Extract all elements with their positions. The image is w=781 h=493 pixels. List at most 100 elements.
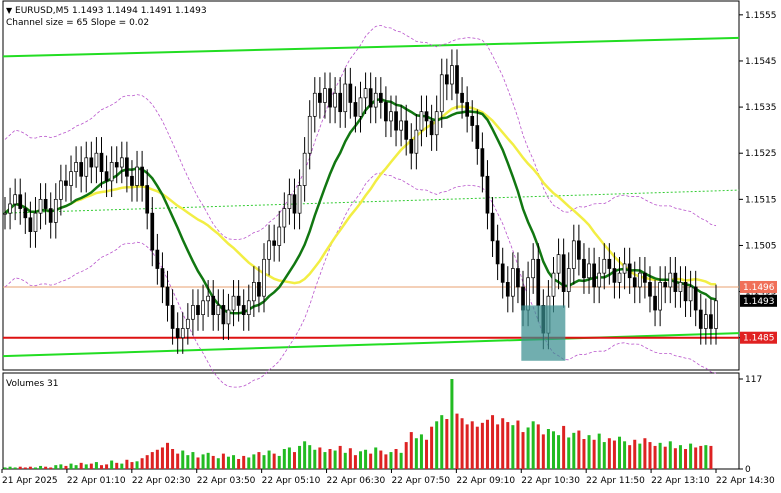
candle-body	[348, 83, 353, 103]
volume-bar	[353, 455, 357, 469]
candle-body	[444, 74, 449, 85]
candle-body	[79, 162, 84, 177]
volume-bar	[272, 453, 276, 469]
volume-bar	[419, 434, 423, 469]
candle-body	[678, 282, 683, 292]
candle-body	[43, 198, 48, 209]
volume-bar	[364, 449, 368, 469]
candle-body	[201, 300, 205, 315]
candle-body	[18, 194, 23, 209]
candle-body	[297, 185, 302, 214]
candle-body	[216, 305, 221, 315]
x-tick-label: 22 Apr 02:30	[132, 476, 191, 486]
volume-bar	[689, 443, 693, 469]
candle-body	[104, 171, 109, 182]
volume-bar	[333, 450, 337, 469]
volume-bar	[465, 424, 469, 469]
candle-body	[231, 295, 236, 311]
candle-body	[145, 185, 150, 214]
symbol-ohlc-info: ▼ EURUSD,M5 1.1493 1.1494 1.1491 1.1493	[6, 6, 207, 16]
candle-body	[409, 139, 414, 154]
y-tick-label: 1.1545	[745, 57, 777, 67]
volume-bar	[33, 467, 37, 469]
volume-bar	[404, 442, 408, 469]
candle-body	[28, 217, 33, 232]
volume-bar	[572, 432, 576, 469]
candle-body	[196, 305, 200, 315]
candle-body	[114, 162, 119, 168]
candle-body	[252, 282, 256, 302]
candle-body	[119, 157, 124, 168]
candle-body	[460, 92, 464, 103]
volume-bar	[292, 452, 296, 469]
x-tick-label: 21 Apr 2025	[2, 476, 58, 486]
volume-bar	[120, 463, 124, 469]
candle-body	[302, 152, 307, 186]
candle-body	[363, 88, 368, 99]
candle-body	[531, 258, 536, 279]
volume-bar	[384, 454, 388, 469]
volume-bar	[74, 465, 78, 469]
candle-body	[135, 166, 139, 186]
candle-body	[373, 92, 378, 108]
volume-bar	[282, 449, 286, 469]
volume-bar	[313, 449, 317, 469]
y-tick-label: 1.1535	[745, 103, 777, 113]
x-tick-label: 22 Apr 13:10	[651, 476, 710, 486]
volume-bar	[191, 452, 195, 469]
volume-bars	[3, 379, 713, 469]
price-tag	[740, 331, 777, 344]
volume-bar	[541, 434, 545, 469]
candle-body	[130, 175, 134, 186]
volume-bar	[328, 449, 332, 469]
volume-bar	[460, 418, 464, 469]
volume-bar	[181, 450, 185, 469]
volume-bar	[506, 422, 510, 469]
volume-bar	[221, 453, 225, 469]
candle-body	[206, 295, 210, 302]
dropdown-arrow-icon[interactable]: ▼	[6, 6, 13, 15]
candle-body	[84, 157, 89, 177]
candle-body	[673, 272, 678, 292]
candle-body	[526, 277, 530, 311]
candle-body	[241, 305, 246, 315]
candle-body	[226, 309, 231, 325]
volume-bar	[379, 450, 383, 469]
candle-body	[353, 102, 358, 117]
candle-body	[622, 263, 627, 274]
volume-bar	[369, 453, 373, 469]
candle-body	[74, 162, 78, 173]
volume-bar	[536, 424, 540, 469]
price-channel-lower-line	[2, 332, 740, 358]
volume-bar	[516, 420, 520, 469]
volume-bar	[435, 421, 439, 469]
volume-bar	[663, 446, 667, 469]
symbol-ohlc-text: EURUSD,M5 1.1493 1.1494 1.1491 1.1493	[15, 6, 207, 16]
candle-body	[698, 309, 703, 329]
volume-bar	[84, 464, 88, 469]
volume-bar	[551, 431, 555, 469]
candle-body	[318, 92, 322, 103]
volume-bar	[612, 440, 616, 469]
volume-bar	[511, 425, 515, 469]
x-tick-label: 22 Apr 06:30	[327, 476, 386, 486]
candle-body	[277, 226, 282, 246]
candle-body	[262, 258, 266, 297]
candle-body	[64, 180, 68, 186]
candle-body	[577, 240, 581, 260]
x-tick-label: 22 Apr 10:30	[521, 476, 580, 486]
candle-body	[434, 111, 439, 136]
candle-body	[94, 152, 99, 168]
price-tag	[740, 280, 777, 293]
candle-body	[495, 240, 500, 265]
candle-body	[587, 263, 591, 279]
volume-bar	[694, 447, 698, 469]
volume-bar	[257, 452, 261, 469]
volume-bar	[308, 445, 312, 469]
volumes-label: Volumes 31	[6, 379, 59, 389]
volume-tick-label: 0	[745, 465, 751, 475]
candle-body	[582, 258, 586, 279]
lower-envelope	[4, 172, 717, 388]
volume-bar	[262, 455, 266, 469]
